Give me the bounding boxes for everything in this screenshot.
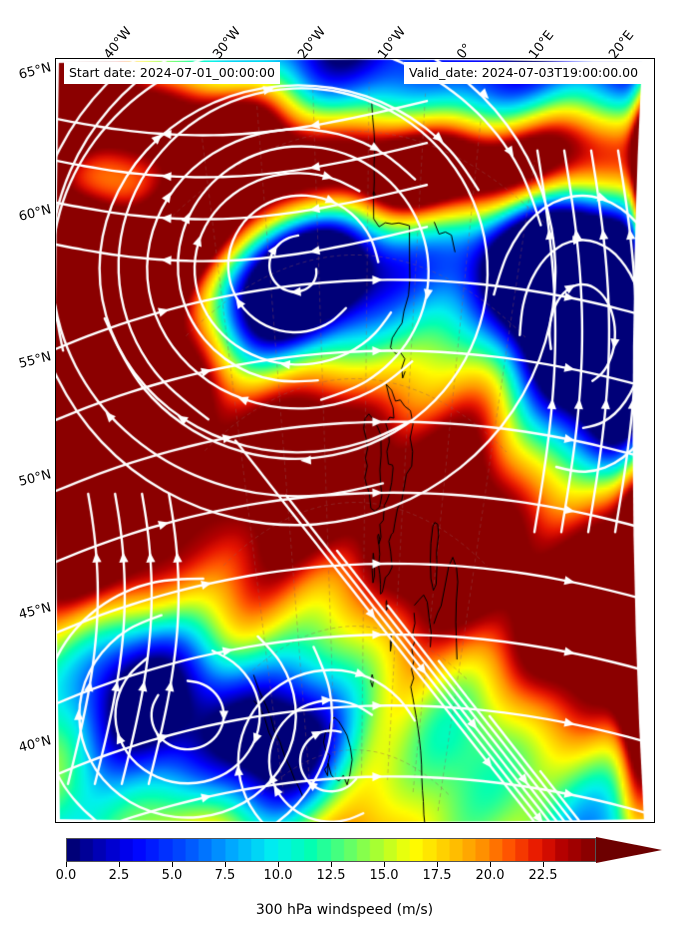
colorbar[interactable]: 0.0 2.5 5.0 7.5 10.0 12.5 15.0 17.5 20.0 22.5 bbox=[56, 837, 662, 883]
colorbar-tick-label: 12.5 bbox=[316, 868, 346, 883]
start-date-label: Start date: 2024-07-01_00:00:00 bbox=[64, 62, 280, 84]
colorbar-extend-max-arrow bbox=[596, 837, 662, 863]
colorbar-tick-label: 0.0 bbox=[55, 868, 77, 883]
windspeed-heatmap bbox=[56, 59, 654, 822]
colorbar-tick-label: 15.0 bbox=[369, 868, 399, 883]
colorbar-tick-label: 10.0 bbox=[263, 868, 293, 883]
colorbar-body bbox=[66, 838, 596, 862]
colorbar-tick bbox=[490, 862, 491, 867]
lon-tick-30W: 30°W bbox=[210, 24, 245, 62]
map-axes[interactable] bbox=[55, 58, 655, 823]
colorbar-tick bbox=[331, 862, 332, 867]
lon-tick-40W: 40°W bbox=[101, 24, 136, 62]
colorbar-tick-label: 2.5 bbox=[108, 868, 130, 883]
lon-tick-20E: 20°E bbox=[606, 28, 638, 62]
lat-tick-50N: 50°N bbox=[17, 467, 53, 490]
valid-date-label: Valid_date: 2024-07-03T19:00:00.00 bbox=[404, 62, 644, 84]
lat-tick-60N: 60°N bbox=[17, 202, 53, 225]
lat-tick-55N: 55°N bbox=[17, 349, 53, 372]
colorbar-tick-label: 22.5 bbox=[528, 868, 558, 883]
map-plot-area bbox=[56, 59, 654, 822]
lon-tick-20W: 20°W bbox=[295, 24, 330, 62]
colorbar-tick bbox=[66, 862, 67, 867]
lat-tick-65N: 65°N bbox=[17, 60, 53, 83]
lon-tick-10E: 10°E bbox=[526, 28, 558, 62]
colorbar-tick-label: 7.5 bbox=[214, 868, 236, 883]
colorbar-ticks: 0.0 2.5 5.0 7.5 10.0 12.5 15.0 17.5 20.0 22.5 bbox=[56, 862, 596, 883]
colorbar-tick bbox=[278, 862, 279, 867]
colorbar-tick bbox=[172, 862, 173, 867]
colorbar-title: 300 hPa windspeed (m/s) bbox=[255, 902, 434, 918]
lon-tick-10W: 10°W bbox=[375, 24, 410, 62]
colorbar-tick-label: 5.0 bbox=[161, 868, 183, 883]
colorbar-tick bbox=[437, 862, 438, 867]
colorbar-tick-label: 20.0 bbox=[475, 868, 505, 883]
colorbar-tick-label: 17.5 bbox=[422, 868, 452, 883]
lat-tick-40N: 40°N bbox=[17, 733, 53, 756]
lat-tick-45N: 45°N bbox=[17, 600, 53, 623]
colorbar-gradient bbox=[67, 839, 595, 861]
colorbar-tick bbox=[384, 862, 385, 867]
colorbar-tick bbox=[543, 862, 544, 867]
colorbar-tick bbox=[119, 862, 120, 867]
colorbar-tick bbox=[225, 862, 226, 867]
